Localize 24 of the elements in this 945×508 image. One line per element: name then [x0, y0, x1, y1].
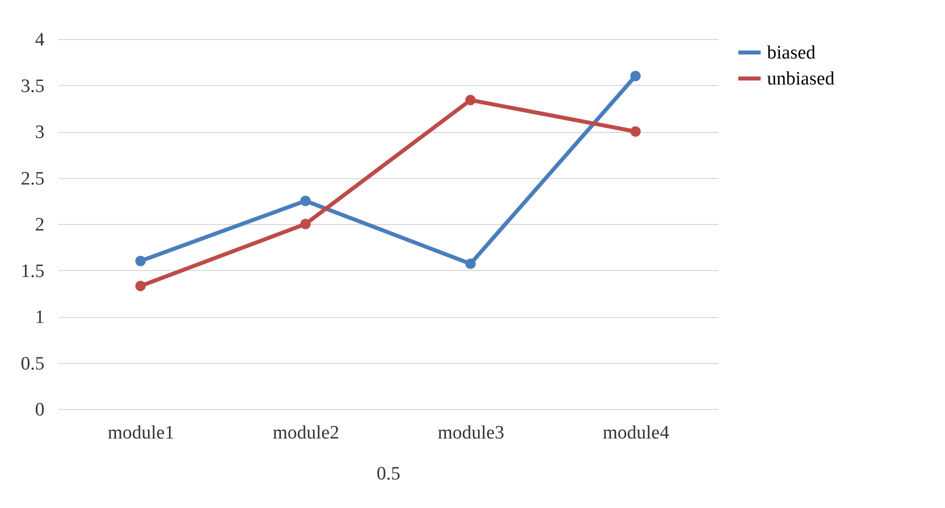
y-tick-label: 3 — [35, 122, 44, 143]
y-tick-label: 4 — [35, 30, 45, 50]
y-tick-label: 3.5 — [20, 76, 44, 97]
point — [135, 280, 146, 292]
x-tick-label: module2 — [272, 422, 340, 444]
x-tick-label: module4 — [602, 422, 670, 444]
point — [465, 94, 476, 106]
point — [630, 126, 641, 137]
point — [630, 70, 641, 82]
point — [300, 196, 311, 206]
y-tick-label: 2 — [35, 214, 44, 236]
x-tick-label: module3 — [438, 422, 504, 444]
legend-label: biased — [767, 42, 816, 64]
y-tick-label: 2.5 — [20, 168, 44, 190]
y-tick-label: 0 — [35, 400, 44, 420]
y-tick-label: 1 — [35, 307, 44, 328]
x-axis-title: 0.5 — [376, 464, 400, 484]
x-tick-label: module1 — [108, 422, 174, 444]
point — [465, 258, 476, 270]
legend-label: unbiased — [767, 68, 836, 90]
point — [135, 256, 146, 266]
point — [300, 218, 311, 230]
y-tick-label: 1.5 — [20, 260, 44, 282]
y-tick-label: 0.5 — [20, 353, 44, 374]
